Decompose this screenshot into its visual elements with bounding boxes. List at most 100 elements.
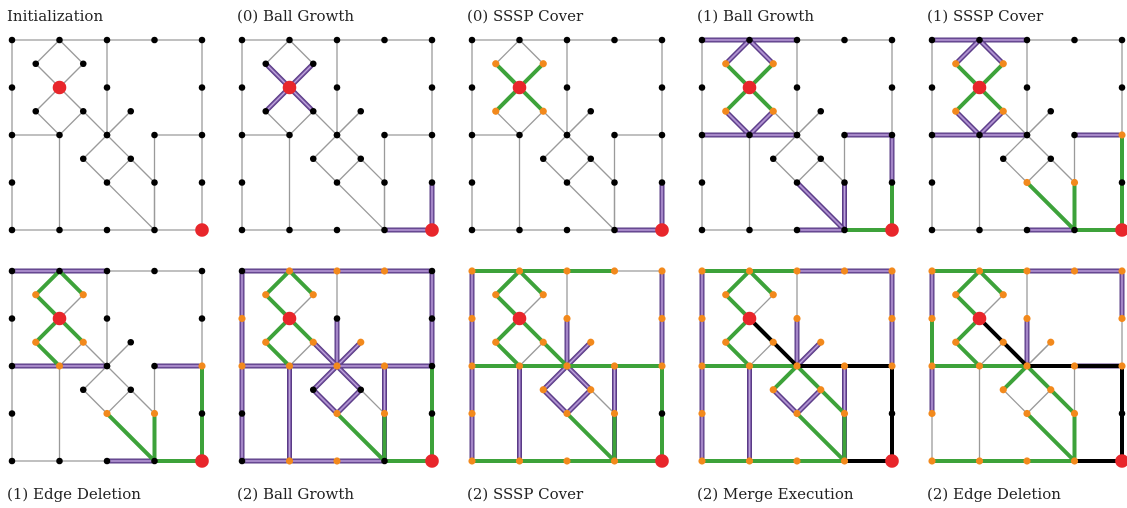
graph-node	[888, 84, 896, 91]
ball-edge	[565, 364, 593, 392]
covered-node	[888, 267, 896, 275]
graph-node	[56, 36, 63, 44]
covered-node	[1070, 178, 1079, 187]
covered-node	[658, 267, 666, 275]
graph-edge	[59, 110, 84, 136]
graph-node	[516, 131, 523, 139]
graph-node	[151, 267, 158, 275]
ball-edge	[565, 340, 593, 368]
cover-edge	[493, 340, 522, 368]
graph-node	[1118, 410, 1126, 417]
graph-node	[698, 84, 706, 91]
graph-edge	[519, 39, 544, 65]
source-node	[885, 454, 899, 468]
covered-node	[928, 409, 936, 418]
graph-node	[333, 226, 341, 234]
graph-edge	[59, 341, 84, 367]
covered-node	[698, 409, 706, 418]
panel-1: Initialization	[7, 7, 209, 237]
graph-edge	[106, 158, 132, 183]
covered-node	[698, 314, 706, 323]
graph-node	[769, 155, 777, 163]
graph-node	[1118, 36, 1126, 44]
covered-node	[380, 267, 389, 275]
graph-node	[238, 226, 246, 234]
graph-node	[8, 362, 16, 370]
graph-node	[79, 107, 87, 115]
graph-edge	[979, 341, 1004, 367]
covered-node	[468, 314, 476, 323]
graph-node	[976, 131, 983, 139]
graph-node	[238, 84, 246, 91]
graph-node	[309, 107, 317, 115]
covered-node	[468, 362, 476, 370]
graph-edge	[566, 182, 615, 231]
covered-node	[1023, 314, 1031, 323]
graph-edge	[360, 389, 385, 414]
graph-node	[151, 457, 158, 465]
graph-node	[198, 131, 206, 139]
ball-edge	[311, 387, 339, 416]
graph-node	[32, 107, 40, 115]
graph-node	[793, 226, 801, 234]
graph-edge	[495, 110, 520, 136]
graph-node	[428, 36, 436, 44]
covered-node	[658, 362, 666, 370]
graph-node	[238, 267, 246, 275]
graph-node	[262, 107, 270, 115]
graph-node	[151, 362, 158, 370]
source-node	[885, 223, 899, 237]
graph-node	[1023, 36, 1031, 44]
cover-edge	[105, 411, 157, 463]
covered-node	[999, 291, 1007, 299]
covered-node	[468, 457, 476, 465]
graph-node	[658, 84, 666, 91]
panel-9: (2) Merge Execution	[697, 267, 899, 503]
covered-node	[817, 386, 825, 394]
covered-node	[333, 409, 341, 418]
source-node	[195, 454, 209, 468]
covered-node	[722, 60, 730, 68]
covered-node	[539, 291, 547, 299]
graph-node	[1023, 226, 1031, 234]
source-node	[195, 223, 209, 237]
cover-edge	[493, 269, 522, 297]
ball-edge	[723, 109, 752, 137]
ball-edge	[795, 340, 823, 368]
graph-node	[698, 226, 706, 234]
graph-edge	[106, 389, 132, 414]
cover-edge	[263, 269, 292, 297]
graph-node	[698, 131, 706, 139]
covered-node	[952, 338, 960, 346]
graph-edge	[360, 158, 385, 183]
covered-node	[492, 291, 500, 299]
graph-node	[381, 226, 388, 234]
graph-node	[658, 179, 666, 186]
graph-edge	[265, 39, 290, 65]
graph-edge	[59, 39, 84, 65]
covered-node	[1070, 362, 1079, 370]
graph-edge	[106, 365, 132, 391]
covered-node	[309, 338, 317, 346]
graph-node	[516, 36, 523, 44]
graph-node	[286, 226, 293, 234]
graph-node	[151, 226, 158, 234]
graph-node	[198, 267, 206, 275]
graph-node	[151, 179, 158, 186]
graph-node	[198, 410, 206, 417]
cover-edge	[1025, 411, 1077, 463]
graph-edge	[1026, 158, 1052, 183]
graph-node	[1023, 84, 1031, 91]
covered-node	[722, 291, 730, 299]
ball-edge	[795, 180, 847, 232]
graph-node	[928, 36, 936, 44]
cover-edge	[263, 340, 292, 368]
graph-edge	[1026, 110, 1052, 136]
graph-node	[103, 226, 111, 234]
graph-node	[746, 36, 753, 44]
cover-edge	[818, 387, 847, 416]
graph-node	[1118, 84, 1126, 91]
graph-node	[381, 36, 388, 44]
panel-10: (2) Edge Deletion	[927, 267, 1127, 503]
covered-node	[745, 267, 754, 275]
